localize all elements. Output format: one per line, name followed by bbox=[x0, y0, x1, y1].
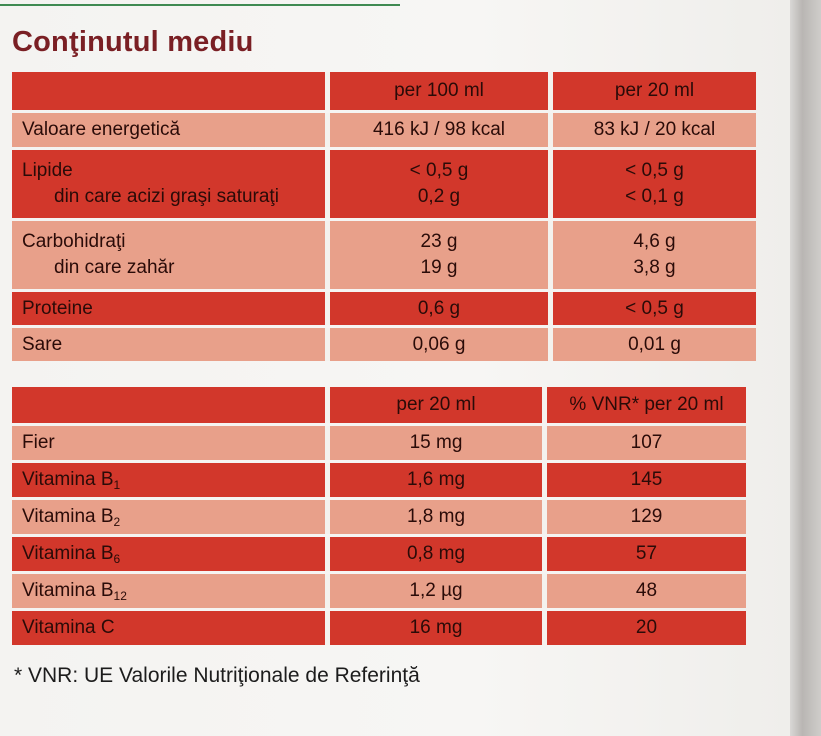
header-vnr: % VNR* per 20 ml bbox=[542, 387, 746, 423]
vitamin-label: Vitamina B2 bbox=[12, 500, 325, 534]
vitamin-name: Vitamina B bbox=[22, 469, 114, 490]
table-row: Vitamina B6 0,8 mg 57 bbox=[12, 537, 746, 571]
nutrition-table: per 100 ml per 20 ml Valoare energetică … bbox=[12, 69, 756, 364]
value: < 0,5 g bbox=[409, 160, 469, 181]
table-row: Fier 15 mg 107 bbox=[12, 426, 746, 460]
green-divider bbox=[0, 4, 400, 6]
nutrient-name: Lipide bbox=[22, 160, 73, 181]
footnote: * VNR: UE Valorile Nutriţionale de Refer… bbox=[14, 664, 420, 687]
nutrient-label: Proteine bbox=[12, 292, 325, 325]
value-per-100ml: 0,06 g bbox=[325, 328, 548, 361]
vitamin-label: Vitamina C bbox=[12, 611, 325, 645]
value: 0,2 g bbox=[417, 186, 461, 207]
vitamin-subscript: 1 bbox=[113, 478, 121, 492]
table-header-row: per 100 ml per 20 ml bbox=[12, 72, 756, 110]
table-row: Valoare energetică 416 kJ / 98 kcal 83 k… bbox=[12, 113, 756, 147]
value-per-20ml: < 0,5 g < 0,1 g bbox=[548, 150, 756, 218]
value-per-100ml: 0,6 g bbox=[325, 292, 548, 325]
value: 4,6 g bbox=[633, 231, 676, 252]
vitamin-label: Vitamina B1 bbox=[12, 463, 325, 497]
vitamin-table: per 20 ml % VNR* per 20 ml Fier 15 mg 10… bbox=[12, 384, 746, 648]
amount-per-20ml: 0,8 mg bbox=[325, 537, 542, 571]
vitamin-label: Vitamina B6 bbox=[12, 537, 325, 571]
value-per-20ml: 83 kJ / 20 kcal bbox=[548, 113, 756, 147]
nutrient-name: Carbohidraţi bbox=[22, 231, 126, 252]
vnr-percent: 20 bbox=[542, 611, 746, 645]
vitamin-name: Fier bbox=[22, 432, 55, 453]
amount-per-20ml: 16 mg bbox=[325, 611, 542, 645]
nutrient-name: Sare bbox=[22, 333, 63, 355]
vnr-percent: 48 bbox=[542, 574, 746, 608]
table-row: Sare 0,06 g 0,01 g bbox=[12, 328, 756, 361]
value-per-100ml: < 0,5 g 0,2 g bbox=[325, 150, 548, 218]
value: < 0,5 g bbox=[625, 160, 684, 181]
table-header-row: per 20 ml % VNR* per 20 ml bbox=[12, 387, 746, 423]
table-row: Lipide din care acizi graşi saturaţi < 0… bbox=[12, 150, 756, 218]
value-per-20ml: < 0,5 g bbox=[548, 292, 756, 325]
value: < 0,1 g bbox=[625, 186, 684, 207]
vnr-percent: 107 bbox=[542, 426, 746, 460]
value-per-100ml: 23 g 19 g bbox=[325, 221, 548, 289]
table-row: Carbohidraţi din care zahăr 23 g 19 g 4,… bbox=[12, 221, 756, 289]
value: 83 kJ / 20 kcal bbox=[593, 119, 716, 140]
value: 19 g bbox=[420, 257, 458, 278]
vitamin-label: Fier bbox=[12, 426, 325, 460]
vitamin-name: Vitamina B bbox=[22, 543, 114, 564]
value-per-20ml: 0,01 g bbox=[548, 328, 756, 361]
vitamin-subscript: 2 bbox=[113, 515, 121, 529]
value: 0,6 g bbox=[417, 297, 461, 319]
table-row: Vitamina B2 1,8 mg 129 bbox=[12, 500, 746, 534]
nutrient-label: Lipide din care acizi graşi saturaţi bbox=[12, 150, 325, 218]
nutrient-subname: din care acizi graşi saturaţi bbox=[54, 186, 279, 207]
amount-per-20ml: 1,8 mg bbox=[325, 500, 542, 534]
nutrient-name: Proteine bbox=[22, 297, 93, 319]
table-row: Vitamina B12 1,2 µg 48 bbox=[12, 574, 746, 608]
value: 416 kJ / 98 kcal bbox=[372, 119, 506, 140]
nutrient-subname: din care zahăr bbox=[54, 257, 175, 278]
header-per-20ml: per 20 ml bbox=[548, 72, 756, 110]
value: 0,06 g bbox=[412, 333, 466, 355]
amount-per-20ml: 1,6 mg bbox=[325, 463, 542, 497]
value: 0,01 g bbox=[628, 333, 681, 355]
amount-per-20ml: 1,2 µg bbox=[325, 574, 542, 608]
amount-per-20ml: 15 mg bbox=[325, 426, 542, 460]
vitamin-name: Vitamina B bbox=[22, 580, 114, 601]
vitamin-name: Vitamina C bbox=[22, 617, 115, 638]
vitamin-subscript: 12 bbox=[113, 589, 127, 603]
nutrient-label: Sare bbox=[12, 328, 325, 361]
nutrient-name: Valoare energetică bbox=[22, 119, 181, 140]
nutrient-label: Valoare energetică bbox=[12, 113, 325, 147]
table-row: Vitamina B1 1,6 mg 145 bbox=[12, 463, 746, 497]
header-cell-empty bbox=[12, 387, 325, 423]
section-title: Conţinutul mediu bbox=[12, 26, 254, 58]
vitamin-name: Vitamina B bbox=[22, 506, 114, 527]
value: < 0,5 g bbox=[625, 297, 684, 319]
nutrient-label: Carbohidraţi din care zahăr bbox=[12, 221, 325, 289]
vnr-percent: 129 bbox=[542, 500, 746, 534]
header-per-100ml: per 100 ml bbox=[325, 72, 548, 110]
value-per-20ml: 4,6 g 3,8 g bbox=[548, 221, 756, 289]
value: 3,8 g bbox=[633, 257, 676, 278]
vitamin-subscript: 6 bbox=[113, 552, 121, 566]
value-per-100ml: 416 kJ / 98 kcal bbox=[325, 113, 548, 147]
vnr-percent: 57 bbox=[542, 537, 746, 571]
table-row: Vitamina C 16 mg 20 bbox=[12, 611, 746, 645]
table-row: Proteine 0,6 g < 0,5 g bbox=[12, 292, 756, 325]
vitamin-label: Vitamina B12 bbox=[12, 574, 325, 608]
value: 23 g bbox=[420, 231, 458, 252]
vnr-percent: 145 bbox=[542, 463, 746, 497]
package-edge bbox=[790, 0, 821, 736]
header-per-20ml: per 20 ml bbox=[325, 387, 542, 423]
header-cell-empty bbox=[12, 72, 325, 110]
